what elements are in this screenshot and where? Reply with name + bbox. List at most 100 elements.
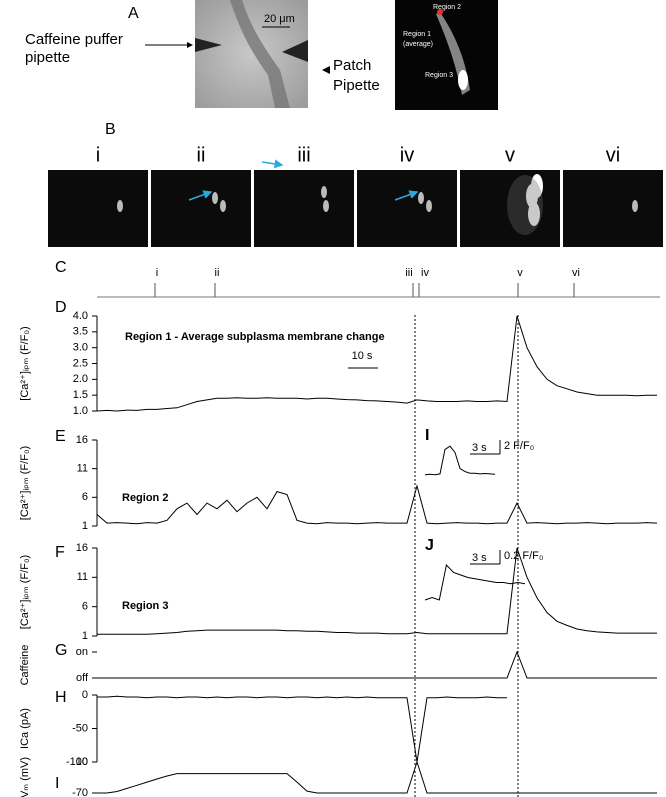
y-tick-label: -50 xyxy=(72,722,88,734)
scale-label: 3 s xyxy=(472,552,487,564)
blob xyxy=(117,200,123,212)
image-numeral: iii xyxy=(297,144,310,166)
scale-label: 3 s xyxy=(472,442,487,454)
trace xyxy=(97,547,657,635)
scale-label: 0.2 F/F₀ xyxy=(504,550,543,562)
panel-letter: E xyxy=(55,428,66,445)
y-tick-label: -70 xyxy=(72,787,88,797)
y-tick-label: 16 xyxy=(76,542,88,554)
y-tick-label: 1.0 xyxy=(73,405,88,417)
y-tick-label: 6 xyxy=(82,491,88,503)
image-numeral: iv xyxy=(400,144,414,166)
panel-letter: B xyxy=(105,121,116,138)
y-tick-label: 3.0 xyxy=(73,342,88,354)
panel-letter: C xyxy=(55,259,67,276)
micrograph xyxy=(254,170,354,247)
scale-label: 10 s xyxy=(352,350,373,362)
y-tick-label: 11 xyxy=(77,571,88,583)
image-row xyxy=(48,159,663,247)
image-numeral: vi xyxy=(606,144,620,166)
blob xyxy=(632,200,638,212)
micrograph xyxy=(357,170,457,247)
panel-letter: H xyxy=(55,689,67,706)
y-axis-label: Caffeine xyxy=(19,645,31,686)
blob xyxy=(323,200,329,212)
y-axis-label: [Ca²⁺]ᵢₚₘ (F/F₀) xyxy=(19,555,31,629)
inset-trace xyxy=(424,563,526,601)
image-numeral: v xyxy=(505,144,515,166)
annotation: Region 3 xyxy=(122,600,168,612)
y-tick-label: 1 xyxy=(82,520,88,532)
y-tick-label: 10 xyxy=(76,756,88,768)
glow xyxy=(507,175,543,235)
trace xyxy=(97,695,507,763)
panel-letter: I xyxy=(55,775,59,792)
event-label: i xyxy=(156,267,158,279)
brightfield-image xyxy=(195,0,308,108)
trace xyxy=(96,315,657,412)
blob xyxy=(426,200,432,212)
image-numeral: i xyxy=(96,144,100,166)
label: Pipette xyxy=(333,77,380,94)
annotation: Region 2 xyxy=(122,492,168,504)
blob xyxy=(418,192,424,204)
image-numeral: ii xyxy=(197,144,206,166)
blob xyxy=(528,202,540,226)
y-axis-label: [Ca²⁺]ᵢₚₘ (F/F₀) xyxy=(19,326,31,400)
trace xyxy=(97,760,657,794)
panel-letter: G xyxy=(55,642,67,659)
arrowhead xyxy=(322,66,330,74)
y-tick-label: 1.5 xyxy=(73,389,88,401)
scale-label: 2 F/F₀ xyxy=(504,440,534,452)
region-label: Region 1 xyxy=(403,31,431,38)
y-tick-label: 3.5 xyxy=(73,326,88,338)
event-label: v xyxy=(517,267,523,279)
region-label: Region 3 xyxy=(425,72,453,79)
label: Patch xyxy=(333,57,371,74)
y-tick-label: 16 xyxy=(76,434,88,446)
trace xyxy=(97,650,657,679)
inset-letter: J xyxy=(425,537,434,554)
micrograph xyxy=(151,170,251,247)
y-axis-label: Vₘ (mV) xyxy=(19,757,31,797)
arrow xyxy=(394,190,419,201)
event-label: ii xyxy=(215,267,220,279)
y-tick-label: off xyxy=(76,672,89,684)
label: Caffeine puffer xyxy=(25,31,123,48)
y-axis-label: ICa (pA) xyxy=(19,708,31,749)
arrow xyxy=(188,190,213,201)
fluorescence-image xyxy=(395,0,498,110)
panel-letter: F xyxy=(55,544,65,561)
y-tick-label: 2.5 xyxy=(73,357,88,369)
y-tick-label: 11 xyxy=(77,463,88,475)
blob xyxy=(321,186,327,198)
inset-trace xyxy=(424,445,496,476)
event-label: vi xyxy=(572,267,580,279)
panel-letter: A xyxy=(128,5,139,22)
scale-label: 20 μm xyxy=(264,13,295,25)
trace xyxy=(96,483,658,525)
label: pipette xyxy=(25,49,70,66)
annotation: Region 1 - Average subplasma membrane ch… xyxy=(125,331,385,343)
y-tick-label: 6 xyxy=(82,601,88,613)
arrow xyxy=(261,159,284,169)
micrograph xyxy=(48,170,148,247)
micrograph xyxy=(460,170,560,247)
y-tick-label: -100 xyxy=(66,756,88,768)
micrograph xyxy=(563,170,663,247)
y-axis-label: [Ca²⁺]ᵢₚₘ (F/F₀) xyxy=(19,446,31,520)
panel-letter: D xyxy=(55,299,67,316)
region-label: (average) xyxy=(403,41,433,48)
blob xyxy=(220,200,226,212)
inset-letter: I xyxy=(425,427,429,444)
event-label: iii xyxy=(405,267,412,279)
event-label: iv xyxy=(421,267,429,279)
y-tick-label: 2.0 xyxy=(73,373,88,385)
y-tick-label: 0 xyxy=(82,689,88,701)
y-tick-label: 1 xyxy=(82,630,88,642)
y-tick-label: 4.0 xyxy=(73,310,88,322)
blob xyxy=(212,192,218,204)
blob xyxy=(531,174,543,198)
y-tick-label: on xyxy=(76,646,88,658)
